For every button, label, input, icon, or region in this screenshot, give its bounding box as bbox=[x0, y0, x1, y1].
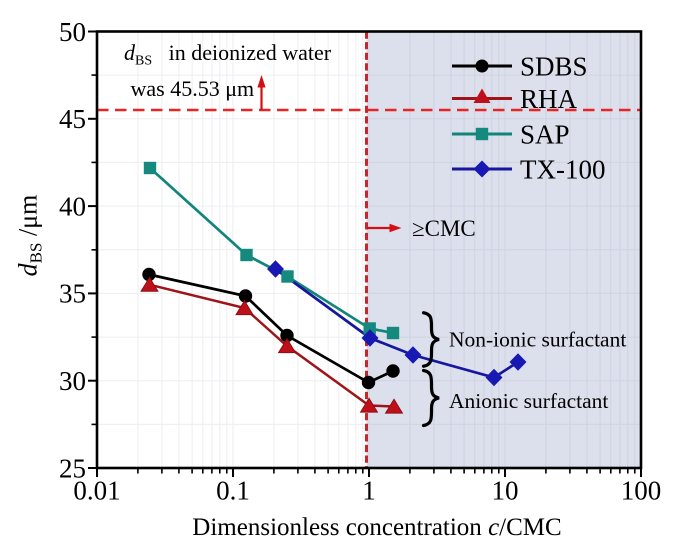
svg-text:SAP: SAP bbox=[520, 119, 570, 149]
svg-text:100: 100 bbox=[621, 476, 662, 506]
svg-text:dBS /μm: dBS /μm bbox=[14, 195, 46, 277]
svg-text:25: 25 bbox=[59, 453, 86, 483]
svg-text:40: 40 bbox=[59, 191, 86, 221]
svg-text:10: 10 bbox=[492, 476, 519, 506]
svg-text:45: 45 bbox=[59, 104, 86, 134]
svg-text:RHA: RHA bbox=[520, 84, 578, 114]
svg-text:0.1: 0.1 bbox=[216, 476, 250, 506]
svg-text:was 45.53 μm: was 45.53 μm bbox=[131, 76, 255, 101]
svg-text:30: 30 bbox=[59, 366, 86, 396]
svg-text:35: 35 bbox=[59, 279, 86, 309]
svg-text:Non-ionic surfactant: Non-ionic surfactant bbox=[449, 328, 626, 352]
svg-text:Anionic surfactant: Anionic surfactant bbox=[449, 389, 608, 413]
svg-text:dBS in deionized water: dBS in deionized water bbox=[124, 40, 332, 69]
svg-text:≥CMC: ≥CMC bbox=[412, 216, 476, 241]
svg-text:50: 50 bbox=[59, 17, 86, 47]
svg-text:0.01: 0.01 bbox=[73, 476, 120, 506]
svg-text:1: 1 bbox=[362, 476, 376, 506]
svg-text:Dimensionless concentration c/: Dimensionless concentration c/CMC bbox=[192, 514, 561, 541]
svg-text:TX-100: TX-100 bbox=[520, 154, 605, 184]
svg-text:SDBS: SDBS bbox=[520, 51, 588, 81]
